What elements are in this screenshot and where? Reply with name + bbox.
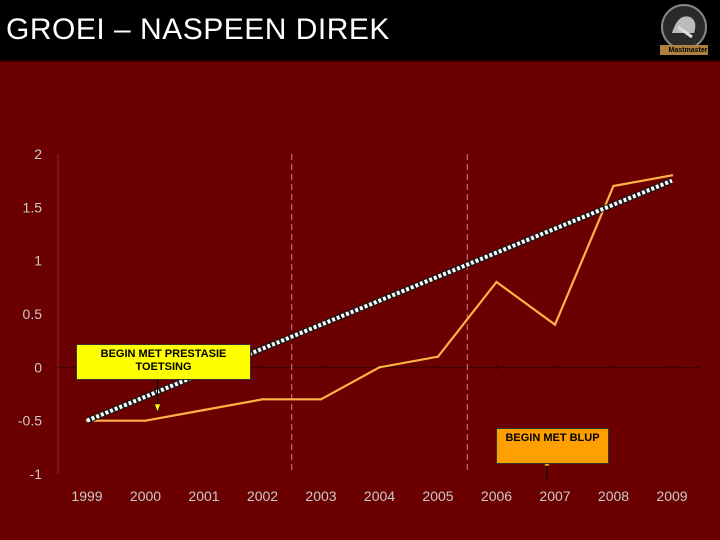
data-point xyxy=(319,398,323,401)
data-point xyxy=(436,355,440,358)
x-axis: 1999 2000 2001 2002 2003 2004 2005 2006 2007 2008… xyxy=(71,488,687,504)
y-tick-label: -1 xyxy=(30,466,43,482)
x-tick-label: 2002 xyxy=(247,488,278,504)
data-point xyxy=(378,366,381,369)
x-tick-label: 2005 xyxy=(422,488,453,504)
annotation-prestasie: BEGIN MET PRESTASIE TOETSING xyxy=(76,344,251,380)
annotation-blup: BEGIN MET BLUP xyxy=(496,428,609,464)
data-point xyxy=(261,398,264,401)
x-tick-label: 2000 xyxy=(130,488,161,504)
vertical-markers xyxy=(291,154,468,474)
logo-icon xyxy=(660,4,708,55)
y-axis: 2 1.5 1 0.5 0 -0.5 -1 xyxy=(18,146,42,482)
data-point xyxy=(202,408,206,412)
x-tick-label: 2006 xyxy=(481,488,512,504)
x-tick-label: 2003 xyxy=(305,488,336,504)
y-tick-label: 1 xyxy=(34,253,42,269)
page-title: GROEI – NASPEEN DIREK xyxy=(6,13,390,46)
plot-frame xyxy=(57,154,700,474)
x-tick-label: 2007 xyxy=(539,488,570,504)
x-tick-label: 2009 xyxy=(656,488,687,504)
callout-arrowhead xyxy=(154,403,161,413)
title-bar: GROEI – NASPEEN DIREK xyxy=(0,0,720,62)
callout-arrows xyxy=(154,380,551,480)
y-tick-label: 0 xyxy=(34,359,42,375)
trendline-layer xyxy=(85,177,674,424)
y-tick-label: 0.5 xyxy=(23,306,43,322)
y-tick-label: 2 xyxy=(34,146,42,162)
trendline xyxy=(86,178,673,423)
x-tick-label: 1999 xyxy=(71,488,102,504)
x-tick-label: 2008 xyxy=(598,488,629,504)
data-point xyxy=(612,184,615,188)
y-tick-label: 1.5 xyxy=(23,199,43,215)
x-tick-label: 2001 xyxy=(188,488,219,504)
logo-label: Mastmaster xyxy=(668,47,708,54)
data-point xyxy=(495,280,498,284)
data-point xyxy=(553,323,557,326)
data-point xyxy=(670,174,674,177)
data-point xyxy=(144,419,147,422)
x-tick-label: 2004 xyxy=(364,488,395,504)
y-tick-label: -0.5 xyxy=(18,413,42,429)
